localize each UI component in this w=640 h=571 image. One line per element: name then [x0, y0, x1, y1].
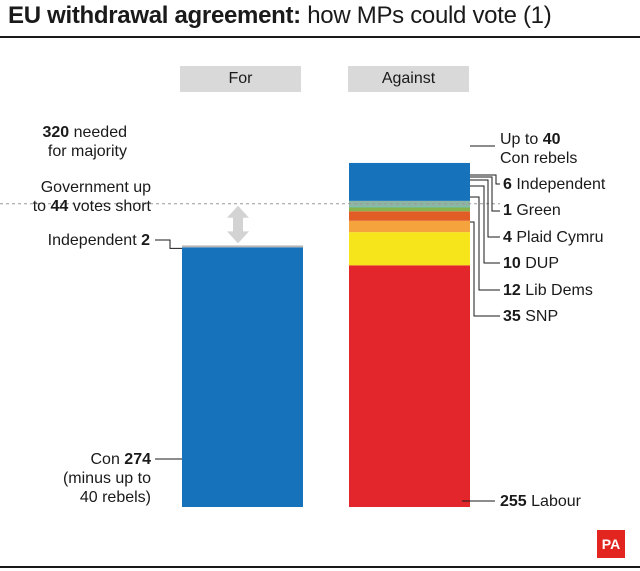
plaid-num: 4 [503, 229, 512, 246]
green-connector [470, 176, 500, 212]
top-rule [0, 36, 640, 38]
con-for-label: Con 274 (minus up to 40 rebels) [0, 450, 151, 507]
con-text: Con [90, 451, 120, 468]
rebels-pre: Up to [500, 131, 539, 148]
dup-text: DUP [525, 255, 560, 272]
shortfall-label: Government up to 44 votes short [0, 178, 151, 216]
against-column-header: Against [348, 66, 469, 92]
green-label: 1 Green [503, 201, 561, 220]
snp-connector [470, 221, 500, 317]
lib-num: 12 [503, 282, 521, 299]
dup-num: 10 [503, 255, 521, 272]
short-pre: to [32, 198, 47, 215]
indep-left-num: 2 [141, 232, 150, 249]
rebels-line2: Con rebels [500, 150, 578, 167]
con-line2: (minus up to [62, 470, 151, 487]
against-bar-labour [349, 265, 470, 507]
ind-text: Independent [516, 176, 606, 193]
for-column-header: For [180, 66, 301, 92]
short-post: votes short [72, 198, 151, 215]
independent-against-connector [470, 174, 500, 185]
for-bar-con [182, 247, 303, 507]
against-bar-con-rebels [349, 162, 470, 201]
independent-for-label: Independent 2 [0, 231, 150, 250]
against-bar-snp [349, 232, 470, 266]
plaid-text: Plaid Cymru [516, 229, 604, 246]
snp-label: 35 SNP [503, 307, 558, 326]
short-num: 44 [50, 198, 69, 215]
against-bar-green [349, 206, 470, 208]
libdems-label: 12 Lib Dems [503, 281, 593, 300]
ind-num: 6 [503, 176, 512, 193]
libdems-connector [470, 196, 500, 291]
con-rebels-label: Up to 40 Con rebels [500, 130, 577, 168]
chart-title: EU withdrawal agreement: how MPs could v… [8, 2, 552, 30]
plaid-connector [470, 179, 500, 238]
pa-logo: PA [597, 530, 625, 558]
dup-connector [470, 185, 500, 264]
dup-label: 10 DUP [503, 254, 559, 273]
majority-label: 320 needed for majority [0, 123, 127, 161]
majority-text2: for majority [47, 143, 127, 160]
against-bar-plaid-cymru [349, 207, 470, 212]
lib-text: Lib Dems [525, 282, 593, 299]
green-text: Green [516, 202, 561, 219]
short-line1: Government up [40, 179, 151, 196]
for-bar-independent [182, 245, 303, 248]
snp-text: SNP [525, 308, 559, 325]
bottom-rule [0, 566, 640, 568]
con-num: 274 [124, 451, 151, 468]
independent-for-connector [155, 239, 182, 249]
majority-num: 320 [42, 124, 70, 141]
labour-label: 255 Labour [500, 492, 581, 511]
indep-left-text: Independent [47, 232, 137, 249]
rebels-num: 40 [542, 131, 561, 148]
con-line3: 40 rebels) [79, 489, 151, 506]
green-num: 1 [503, 202, 512, 219]
shortfall-arrow [227, 205, 249, 244]
against-bar-dup [349, 211, 470, 221]
title-bold: EU withdrawal agreement: [8, 2, 301, 29]
independent-against-label: 6 Independent [503, 175, 605, 194]
labour-text: Labour [531, 493, 581, 510]
plaid-label: 4 Plaid Cymru [503, 228, 604, 247]
snp-num: 35 [503, 308, 521, 325]
majority-text1: needed [73, 124, 127, 141]
title-rest: how MPs could vote (1) [307, 2, 552, 29]
labour-num: 255 [500, 493, 527, 510]
against-bar-lib-dems [349, 220, 470, 233]
